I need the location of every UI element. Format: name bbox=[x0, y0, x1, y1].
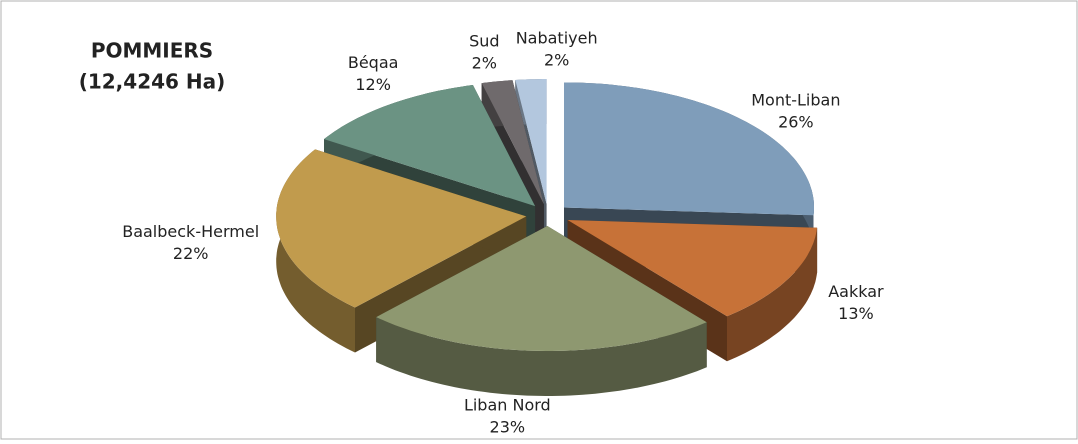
slice-top bbox=[567, 220, 818, 317]
slice-label: Béqaa bbox=[348, 53, 399, 72]
slice-side bbox=[376, 317, 707, 396]
slice-value-label: 22% bbox=[173, 244, 209, 263]
slice-label: Mont-Liban bbox=[751, 90, 840, 109]
slice-top bbox=[564, 82, 814, 216]
chart-subtitle: (12,4246 Ha) bbox=[79, 70, 226, 94]
slice-value-label: 2% bbox=[544, 51, 569, 70]
slice-label: Aakkar bbox=[828, 282, 884, 301]
slice-value-label: 12% bbox=[355, 75, 391, 94]
slice-top bbox=[515, 79, 547, 204]
slice-label: Nabatiyeh bbox=[516, 29, 598, 48]
slice-label: Liban Nord bbox=[464, 396, 551, 415]
slice-label: Sud bbox=[469, 31, 499, 50]
slice-top bbox=[324, 85, 536, 207]
slice-side bbox=[727, 227, 818, 362]
slice-value-label: 23% bbox=[490, 418, 526, 437]
slice-top bbox=[481, 80, 544, 205]
slice-value-label: 2% bbox=[472, 53, 497, 72]
slice-top bbox=[376, 226, 707, 351]
chart-title: POMMIERS bbox=[91, 39, 213, 63]
slice-label: Baalbeck-Hermel bbox=[122, 222, 259, 241]
slice-value-label: 13% bbox=[838, 304, 874, 323]
slice-value-label: 26% bbox=[778, 112, 814, 131]
slice bbox=[376, 226, 707, 396]
slice-top bbox=[276, 149, 527, 308]
